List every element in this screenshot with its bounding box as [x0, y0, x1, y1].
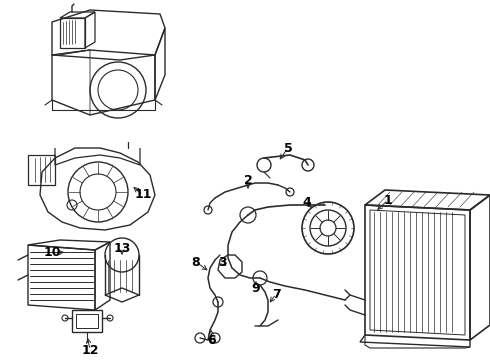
Text: 4: 4	[303, 197, 311, 210]
Text: 7: 7	[271, 288, 280, 301]
Bar	[72, 310, 102, 332]
Text: 5: 5	[284, 141, 293, 154]
Text: 6: 6	[208, 333, 216, 346]
Text: 11: 11	[134, 189, 152, 202]
Text: 13: 13	[113, 242, 131, 255]
Text: 9: 9	[252, 282, 260, 294]
Text: 10: 10	[43, 247, 61, 260]
Text: 2: 2	[244, 174, 252, 186]
Bar	[76, 314, 98, 328]
Text: 12: 12	[81, 343, 99, 356]
Text: 3: 3	[218, 256, 226, 269]
Text: 1: 1	[384, 194, 392, 207]
Text: 8: 8	[192, 256, 200, 269]
